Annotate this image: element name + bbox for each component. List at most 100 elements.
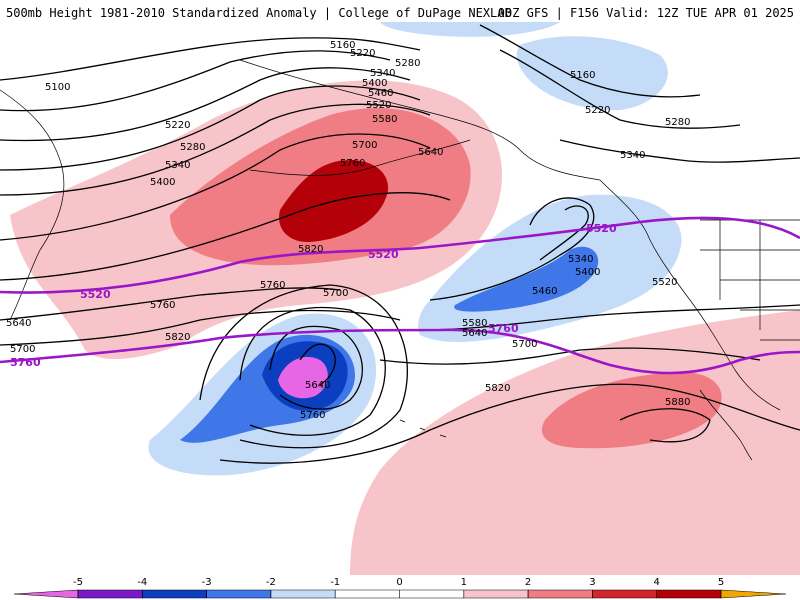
highlight-contours — [0, 216, 800, 375]
contour-label: 5220 — [585, 105, 610, 116]
contour-line — [0, 192, 451, 281]
contour-label: 5700 — [323, 288, 348, 299]
contour-label: 5640 — [305, 380, 330, 391]
contour-label: 5820 — [485, 383, 510, 394]
contour-line — [479, 24, 701, 98]
contour-line — [429, 197, 595, 301]
contour-line — [619, 408, 711, 443]
contour-label: 5280 — [180, 142, 205, 153]
contour-label: 5820 — [165, 332, 190, 343]
hawaii-islands — [399, 419, 447, 438]
contour-label: 5460 — [368, 88, 393, 99]
colorbar-segment — [592, 589, 657, 599]
contour-line — [499, 49, 741, 129]
contour-label: 5400 — [575, 267, 600, 278]
contour-label: 5280 — [395, 58, 420, 69]
anomaly-fills — [10, 80, 800, 575]
colorbar-segment — [527, 589, 593, 599]
colorbar-tick-label: -5 — [73, 577, 83, 588]
contour-line — [299, 343, 336, 386]
contour-label: 5880 — [665, 397, 690, 408]
north-america-coast — [599, 179, 781, 411]
colorbar-tick-label: 0 — [396, 577, 402, 588]
highlight-label: 5520 — [80, 288, 111, 301]
contour-label: 5340 — [165, 160, 190, 171]
colorbar: -5 -4 -3 -2 -1 0 1 2 3 4 5 — [13, 577, 787, 599]
contour-label: 5580 — [372, 114, 397, 125]
contour-line — [199, 284, 408, 449]
contour-label: 5520 — [366, 100, 391, 111]
colorbar-segment — [142, 589, 207, 599]
highlight-contour-5520 — [0, 216, 800, 294]
colorbar-tick-label: 1 — [461, 577, 467, 588]
negative-anomaly-7 — [516, 36, 668, 111]
run-valid-time: 00Z GFS | F156 Valid: 12Z TUE APR 01 202… — [497, 6, 794, 20]
colorbar-tick-label: -3 — [202, 577, 212, 588]
contour-label: 5340 — [370, 68, 395, 79]
contour-line — [539, 205, 589, 261]
contour-label: 5760 — [340, 158, 365, 169]
contour-label: 5820 — [298, 244, 323, 255]
contour-label: 5460 — [532, 286, 557, 297]
contour-label: 5400 — [150, 177, 175, 188]
contour-label: 5640 — [6, 318, 31, 329]
highlight-label: 5760 — [10, 356, 41, 369]
negative-anomaly-4 — [278, 356, 328, 399]
colorbar-segment — [270, 589, 336, 599]
contour-line — [0, 50, 391, 112]
contour-label: 5280 — [665, 117, 690, 128]
colorbar-tick-label: 4 — [654, 577, 660, 588]
contour-line — [419, 304, 800, 331]
contour-label-layer: 5100 5160 5160 5220 5220 5220 5280 5280 … — [6, 40, 690, 421]
height-contours — [0, 24, 800, 464]
aleutian-islands — [249, 139, 471, 176]
asia-coast — [0, 89, 65, 321]
colorbar-segment — [463, 589, 529, 599]
baja-california — [699, 389, 753, 461]
contour-label: 5760 — [150, 300, 175, 311]
contour-label: 5640 — [462, 328, 487, 339]
contour-label: 5220 — [350, 48, 375, 59]
colorbar-segments — [13, 589, 787, 599]
contour-label: 5640 — [418, 147, 443, 158]
negative-anomaly-8 — [380, 22, 560, 37]
contour-label: 5700 — [352, 140, 377, 151]
highlight-label-layer: 5520 5520 5520 5760 5760 — [10, 222, 617, 369]
colorbar-tick-label: -2 — [266, 577, 276, 588]
map-title: 500mb Height 1981-2010 Standardized Anom… — [6, 6, 512, 20]
colorbar-tick-label: 2 — [525, 577, 531, 588]
contour-label: 5160 — [570, 70, 595, 81]
alaska-coast — [239, 59, 601, 181]
contour-line — [0, 85, 421, 171]
highlight-label: 5760 — [488, 322, 519, 335]
contour-label: 5340 — [568, 254, 593, 265]
contour-line — [239, 306, 386, 436]
highlight-label: 5520 — [368, 248, 399, 261]
highlight-label: 5520 — [586, 222, 617, 235]
negative-anomaly-6 — [454, 246, 599, 312]
colorbar-tick-label: 3 — [589, 577, 595, 588]
contour-line — [0, 37, 421, 81]
contour-line — [0, 103, 431, 196]
contour-label: 5100 — [45, 82, 70, 93]
colorbar-segment — [13, 589, 79, 599]
contour-line — [0, 287, 341, 321]
contour-label: 5220 — [165, 120, 190, 131]
contour-line — [559, 139, 800, 163]
contour-label: 5760 — [300, 410, 325, 421]
contour-label: 5340 — [620, 150, 645, 161]
colorbar-tick-label: 5 — [718, 577, 724, 588]
contour-label: 5700 — [512, 339, 537, 350]
contour-line — [0, 67, 411, 142]
state-borders — [700, 219, 800, 341]
colorbar-segment — [77, 589, 143, 599]
colorbar-tick-label: -4 — [137, 577, 147, 588]
colorbar-segment — [720, 589, 787, 599]
colorbar-segment — [206, 589, 272, 599]
contour-line — [219, 383, 800, 464]
contour-line — [0, 133, 431, 241]
contour-label: 5160 — [330, 40, 355, 51]
contour-label: 5700 — [10, 344, 35, 355]
